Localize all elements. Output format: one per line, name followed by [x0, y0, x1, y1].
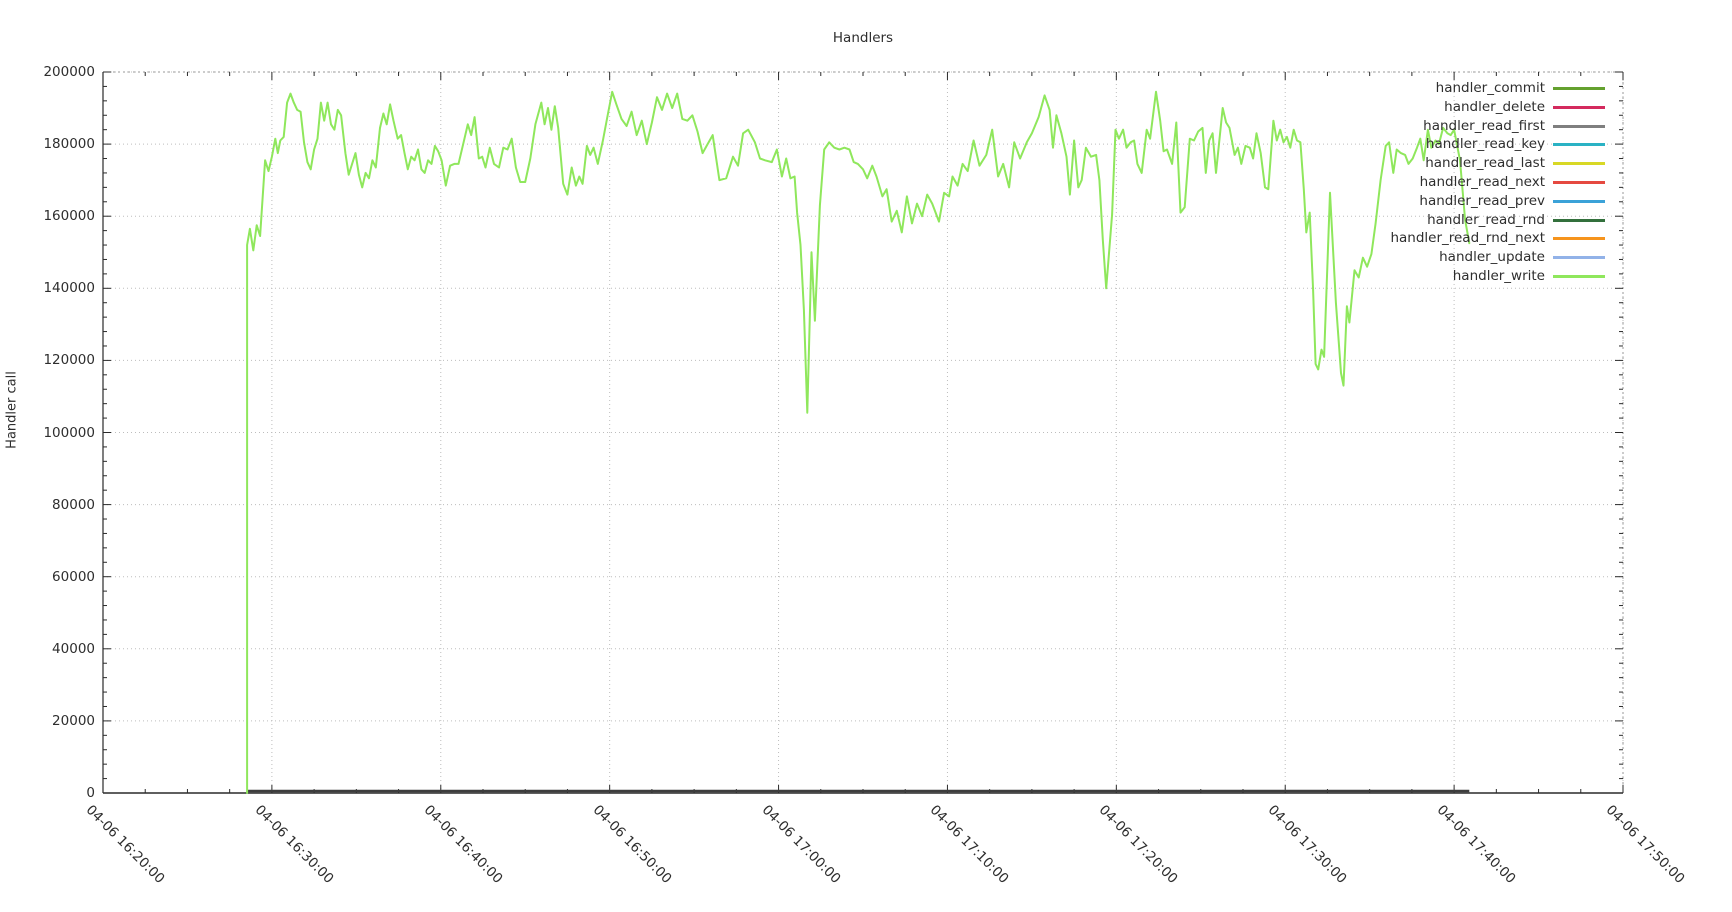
legend-key-line [1553, 87, 1605, 90]
legend-item-handler_write: handler_write [0, 267, 1732, 285]
y-tick-label: 120000 [43, 352, 95, 369]
legend-key-line [1553, 218, 1605, 222]
legend-label: handler_read_next [1419, 174, 1545, 190]
legend-label: handler_read_first [1423, 117, 1545, 134]
y-tick-label: 180000 [43, 136, 95, 153]
legend-label: handler_update [1439, 249, 1545, 266]
legend-label: handler_read_prev [1419, 192, 1545, 209]
y-tick-label: 0 [86, 785, 95, 801]
legend-item-handler_read_last: handler_read_last [0, 154, 1732, 172]
legend-item-handler_commit: handler_commit [0, 79, 1732, 97]
legend-item-handler_read_next: handler_read_next [0, 173, 1732, 191]
legend-item-handler_update: handler_update [0, 248, 1732, 266]
legend-label: handler_commit [1435, 80, 1545, 96]
legend-item-handler_read_rnd: handler_read_rnd [0, 211, 1732, 229]
y-tick-label: 20000 [52, 712, 95, 729]
legend-item-handler_read_first: handler_read_first [0, 117, 1732, 135]
legend-label: handler_delete [1444, 98, 1545, 115]
legend-item-handler_delete: handler_delete [0, 98, 1732, 116]
y-tick-label: 160000 [43, 208, 95, 225]
legend-label: handler_read_rnd [1427, 211, 1545, 228]
legend-label: handler_read_last [1425, 155, 1545, 172]
legend-key-line [1553, 199, 1605, 203]
legend-label: handler_read_rnd_next [1390, 230, 1545, 247]
y-tick-label: 80000 [52, 496, 95, 513]
legend-key-line [1553, 181, 1605, 184]
legend-key-line [1553, 143, 1605, 147]
legend-label: handler_read_key [1425, 136, 1545, 153]
legend-item-handler_read_rnd_next: handler_read_rnd_next [0, 229, 1732, 247]
y-tick-label: 60000 [52, 568, 95, 585]
legend-key-line [1553, 124, 1605, 128]
legend-item-handler_read_prev: handler_read_prev [0, 192, 1732, 210]
y-tick-label: 140000 [43, 280, 95, 297]
chart-title: Handlers [832, 30, 894, 46]
y-tick-label: 100000 [43, 424, 95, 441]
legend-key-line [1553, 256, 1605, 260]
legend-key-line [1553, 237, 1605, 241]
y-tick-label: 40000 [52, 640, 95, 657]
series-line-handler_write [246, 90, 1471, 794]
legend-key-line [1553, 105, 1605, 109]
y-tick-label: 200000 [43, 64, 95, 80]
legend-label: handler_write [1452, 268, 1545, 284]
legend-key-line [1553, 162, 1605, 166]
legend-item-handler_read_key: handler_read_key [0, 135, 1732, 153]
legend-key-line [1553, 275, 1605, 278]
